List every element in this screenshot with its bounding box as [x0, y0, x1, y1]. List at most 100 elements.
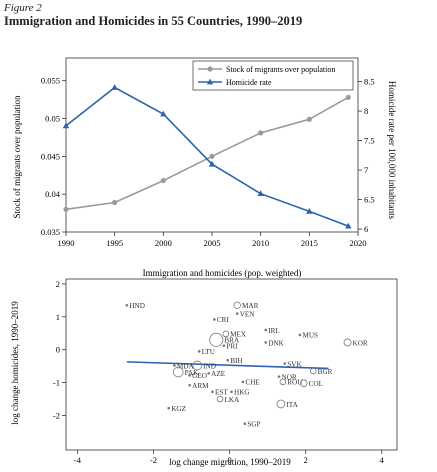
- scatter-point-label: KGZ: [171, 405, 186, 413]
- bottom-fit-line: [126, 361, 329, 370]
- bottom-y-tick-label: 0: [56, 345, 60, 355]
- scatter-point: [310, 367, 317, 375]
- scatter-point-label: NOR: [282, 373, 297, 381]
- scatter-point: [279, 378, 287, 386]
- top-y2-tick-label: 7: [364, 165, 368, 175]
- scatter-point: [343, 338, 352, 347]
- top-y-tick-label: 0.055: [41, 76, 60, 86]
- scatter-point: [230, 390, 233, 394]
- scatter-point-label: CRI: [217, 316, 230, 324]
- scatter-point: [226, 358, 229, 362]
- bottom-x-tick-label: 0: [227, 455, 231, 465]
- bottom-x-axis-label: log change migration, 1990–2019: [169, 457, 291, 467]
- scatter-point: [243, 422, 247, 425]
- scatter-point-label: MEX: [230, 331, 247, 339]
- scatter-point-label: ARM: [192, 382, 209, 390]
- scatter-point-label: HKG: [234, 389, 250, 397]
- top-series-point-1: [345, 222, 352, 229]
- top-y-axis-label: Stock of migrants over population: [12, 95, 22, 218]
- scatter-point-label: LKA: [224, 396, 240, 404]
- scatter-point-label: ROU: [287, 379, 303, 387]
- scatter-point-label: BGR: [318, 368, 333, 376]
- scatter-point-label: PRI: [226, 343, 238, 351]
- top-y-tick-label: 0.045: [41, 151, 60, 161]
- scatter-point-label: MUS: [302, 332, 318, 340]
- legend-swatch-marker-1: [206, 78, 214, 85]
- top-series-point-0: [112, 199, 118, 206]
- bottom-x-tick-label: 2: [304, 455, 308, 465]
- top-x-tick-label: 1990: [58, 238, 75, 248]
- top-x-tick-label: 2005: [204, 238, 221, 248]
- top-series-point-1: [160, 110, 167, 117]
- scatter-point-label: BRA: [224, 337, 240, 345]
- scatter-point: [283, 362, 287, 365]
- top-series-point-0: [160, 177, 166, 184]
- scatter-point: [167, 406, 171, 410]
- top-series-point-1: [257, 190, 264, 197]
- top-chart-caption: Immigration and homicides (pop. weighted…: [143, 268, 302, 278]
- scatter-point: [298, 333, 302, 337]
- scatter-point: [211, 390, 214, 394]
- top-x-tick-label: 2015: [301, 238, 318, 248]
- scatter-point-label: BIH: [230, 357, 242, 365]
- scatter-point: [173, 364, 176, 367]
- scatter-point-label: GEO: [192, 372, 207, 380]
- scatter-point-label: KOR: [353, 339, 368, 347]
- top-series-point-0: [63, 206, 69, 212]
- top-series-point-0: [209, 153, 215, 159]
- bottom-y-tick-label: -1: [53, 378, 60, 388]
- top-series-point-1: [111, 84, 118, 90]
- scatter-point: [222, 344, 226, 348]
- figure-label: Figure 2: [4, 2, 42, 14]
- scatter-point-label: VEN: [240, 310, 256, 318]
- scatter-point: [188, 374, 191, 377]
- top-series-point-1: [62, 122, 70, 129]
- scatter-point-label: LTU: [202, 348, 216, 356]
- scatter-point: [241, 380, 245, 384]
- scatter-point: [264, 341, 268, 344]
- legend-label-1: Homicide rate: [226, 78, 272, 87]
- scatter-point: [216, 395, 224, 403]
- scatter-point-label: IRL: [268, 327, 280, 335]
- legend-swatch-marker-0: [207, 66, 213, 72]
- scatter-point-label: MAR: [242, 302, 259, 310]
- top-series-line-1: [65, 86, 349, 227]
- scatter-point-label: AZE: [211, 370, 226, 378]
- bottom-x-tick-label: 4: [380, 455, 385, 465]
- scatter-point: [277, 375, 281, 378]
- top-y2-tick-label: 8.5: [364, 77, 375, 87]
- scatter-point-label: HND: [129, 302, 145, 310]
- scatter-point-label: CHE: [245, 379, 260, 387]
- top-x-tick-label: 2000: [155, 238, 172, 248]
- top-x-tick-label: 1995: [106, 238, 123, 248]
- scatter-point: [300, 379, 308, 387]
- scatter-point-label: MDA: [177, 362, 195, 370]
- bottom-plot-frame: [65, 278, 398, 451]
- scatter-point: [209, 332, 224, 347]
- top-series-point-0: [345, 94, 351, 100]
- bottom-y-tick-label: 2: [56, 279, 60, 289]
- scatter-point-label: IND: [203, 362, 216, 370]
- bottom-y-tick-label: 1: [56, 312, 60, 322]
- top-series-point-0: [306, 116, 312, 122]
- scatter-point-label: ITA: [286, 401, 298, 409]
- top-y-tick-label: 0.035: [41, 227, 60, 237]
- top-series-line-0: [65, 96, 349, 211]
- scatter-point-label: PAK: [185, 369, 200, 377]
- bottom-y-tick-label: -2: [53, 410, 60, 420]
- top-series-point-1: [208, 160, 216, 167]
- top-y-tick-label: 0.04: [45, 189, 61, 199]
- scatter-point-label: DNK: [268, 339, 284, 347]
- scatter-point-label: EST: [215, 389, 228, 397]
- scatter-point-label: COL: [309, 380, 323, 388]
- legend-label-0: Stock of migrants over population: [226, 65, 335, 74]
- scatter-point: [222, 330, 230, 338]
- top-series-point-1: [306, 207, 313, 214]
- scatter-point: [207, 372, 210, 375]
- top-x-tick-label: 2020: [350, 238, 367, 248]
- bottom-x-tick-label: -4: [74, 455, 82, 465]
- scatter-point: [192, 360, 203, 371]
- top-legend-box: [192, 60, 354, 91]
- scatter-point: [235, 312, 239, 315]
